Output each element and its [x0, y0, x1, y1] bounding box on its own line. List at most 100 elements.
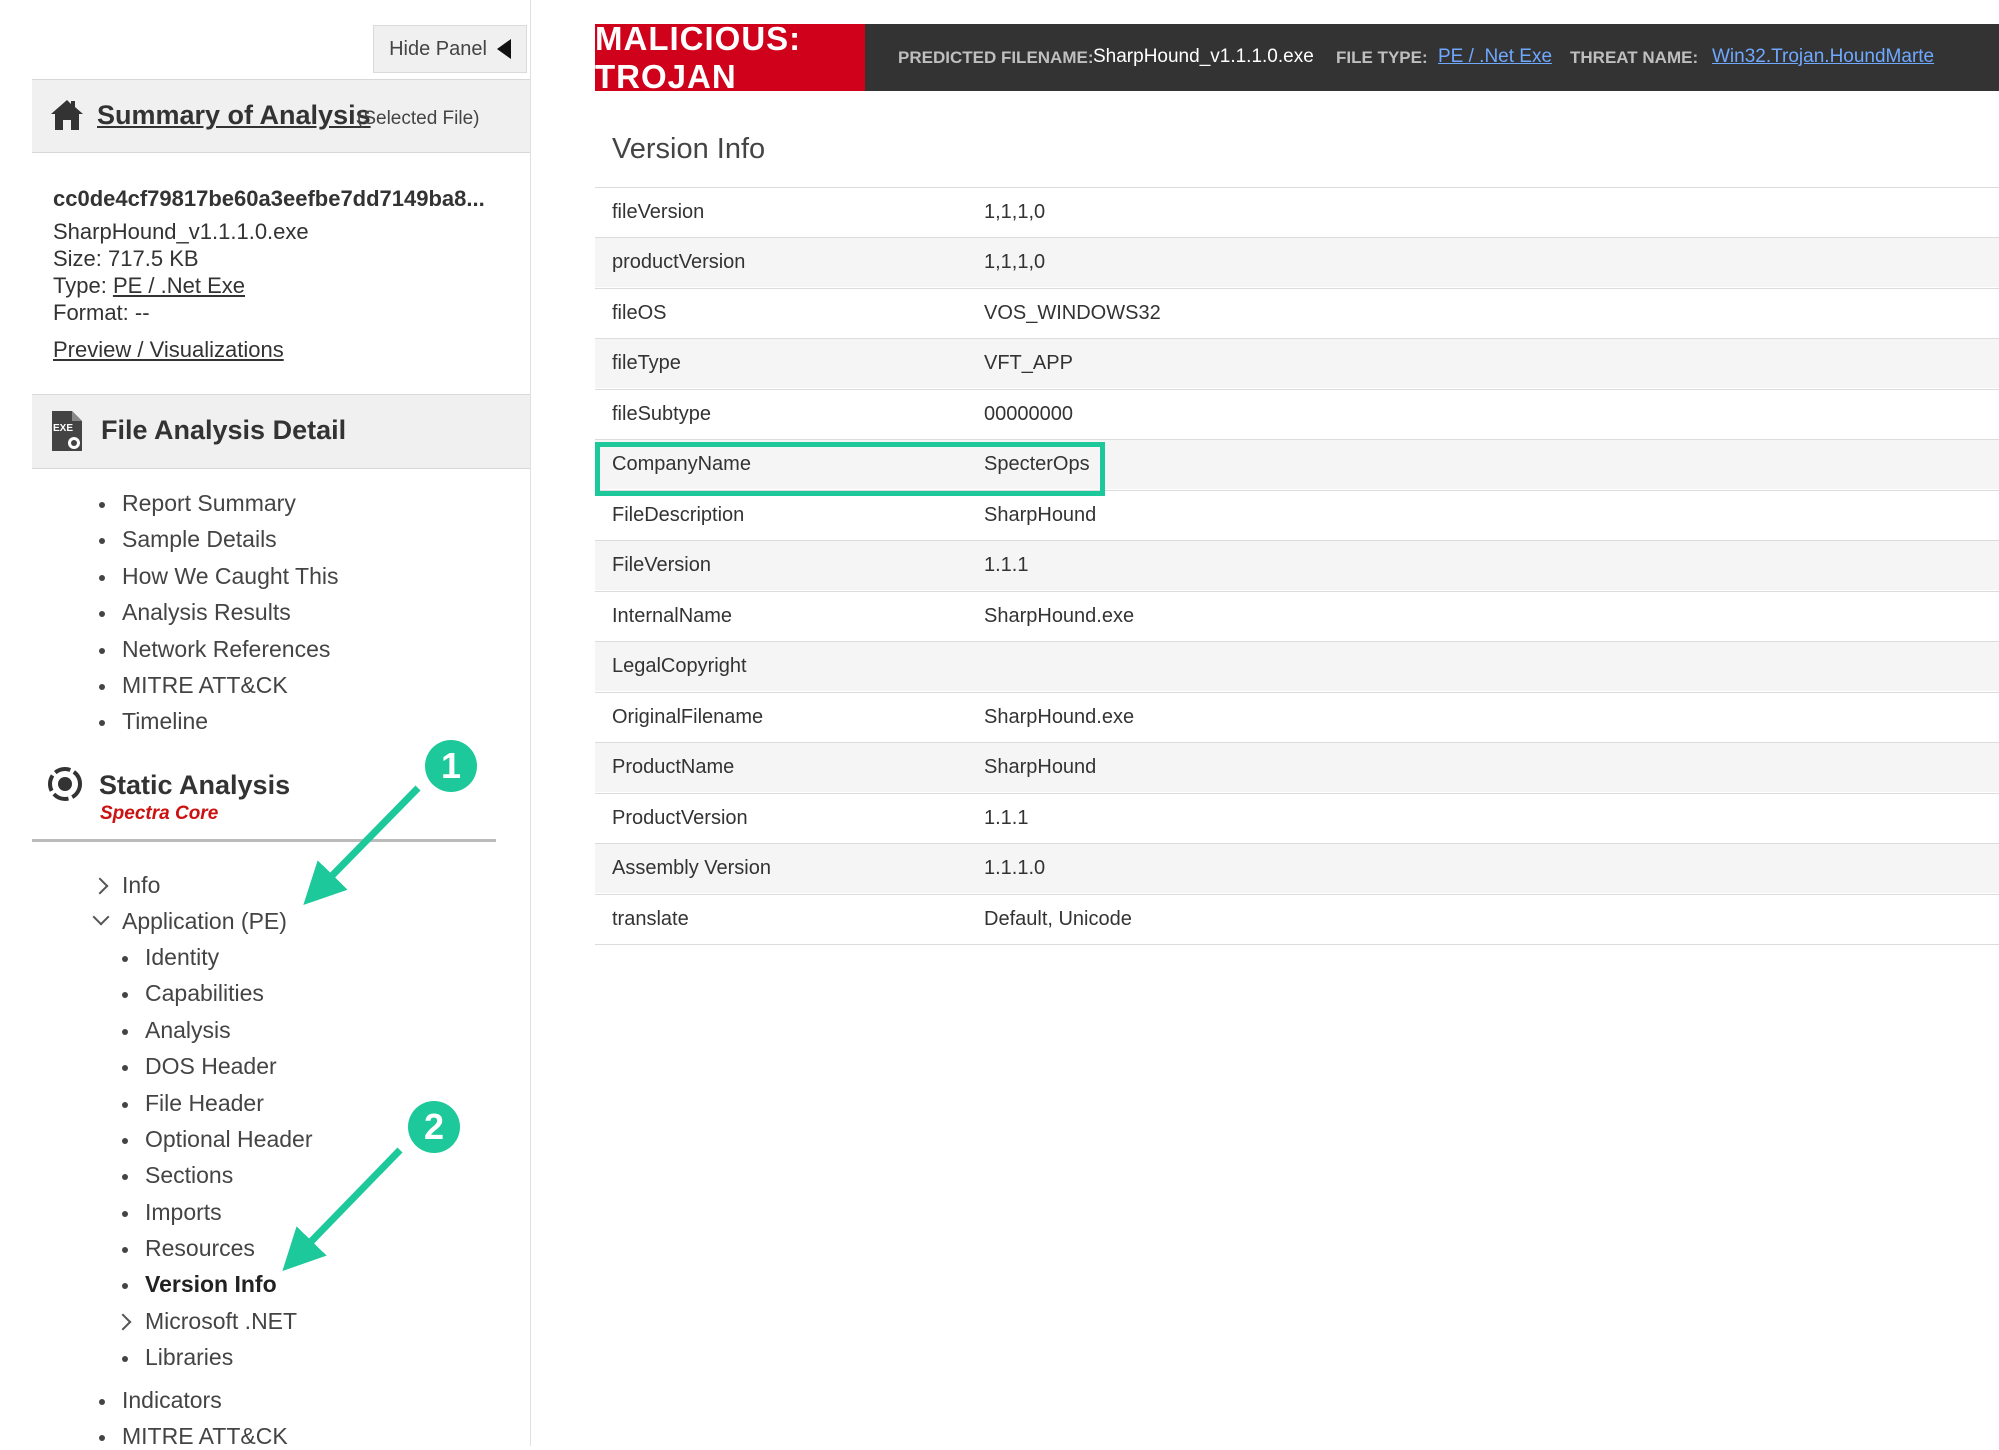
- format-value: --: [134, 300, 150, 325]
- file-type: Type: PE / .Net Exe: [53, 273, 245, 299]
- version-info-title: Version Info: [612, 133, 766, 165]
- row-value: SharpHound: [984, 504, 1097, 526]
- nav-sample-details[interactable]: Sample Details: [99, 526, 277, 552]
- nav-application-pe[interactable]: Application (PE): [92, 908, 354, 938]
- target-icon: [48, 767, 82, 801]
- row-key: OriginalFilename: [612, 706, 764, 728]
- nav-analysis[interactable]: Analysis: [122, 1017, 231, 1043]
- type-link[interactable]: PE / .Net Exe: [112, 273, 245, 298]
- chevron-down-icon: [92, 908, 110, 926]
- nav-info-label: Info: [122, 872, 161, 898]
- exe-icon-text: EXE: [53, 423, 74, 434]
- table-row: LegalCopyright: [595, 641, 1999, 691]
- static-divider: [32, 839, 496, 842]
- nav-resources[interactable]: Resources: [122, 1235, 255, 1261]
- threat-name-link[interactable]: Win32.Trojan.HoundMarte: [1712, 46, 1935, 67]
- row-key: fileVersion: [612, 201, 705, 223]
- step-2-badge: 2: [408, 1101, 460, 1153]
- nav-microsoft-dotnet-label: Microsoft .NET: [145, 1308, 298, 1334]
- row-key: ProductName: [612, 756, 735, 778]
- exe-file-icon: EXE: [50, 409, 84, 453]
- chevron-right-icon: [91, 877, 109, 895]
- row-key: fileSubtype: [612, 403, 711, 425]
- file-format: Format: --: [53, 300, 150, 326]
- nav-sections[interactable]: Sections: [121, 1162, 234, 1188]
- predicted-filename-value: SharpHound_v1.1.1.0.exe: [1093, 46, 1314, 67]
- file-type-link[interactable]: PE / .Net Exe: [1438, 46, 1553, 67]
- nav-info[interactable]: Info: [91, 872, 294, 902]
- table-row: FileDescription SharpHound: [595, 490, 1999, 540]
- nav-libraries[interactable]: Libraries: [121, 1344, 234, 1370]
- file-name: SharpHound_v1.1.1.0.exe: [53, 219, 309, 244]
- row-key: InternalName: [612, 605, 733, 627]
- malicious-badge: MALICIOUS: TROJAN: [595, 20, 865, 95]
- nav-mitre-attack-bottom[interactable]: MITRE ATT&CK: [99, 1423, 288, 1449]
- nav-mitre-attack[interactable]: MITRE ATT&CK: [99, 672, 288, 698]
- size-value: 717.5 KB: [108, 246, 199, 271]
- company-name-highlight: [595, 442, 1105, 496]
- table-row: fileVersion 1,1,1,0: [595, 187, 1999, 237]
- row-key: CompanyName: [612, 453, 751, 475]
- row-value: SharpHound: [984, 756, 1097, 778]
- preview-visualizations-link[interactable]: Preview / Visualizations: [53, 337, 284, 362]
- nav-optional-header[interactable]: Optional Header: [122, 1126, 313, 1152]
- nav-identity[interactable]: Identity: [121, 944, 220, 970]
- threat-name-label: THREAT NAME:: [1570, 48, 1699, 67]
- nav-report-summary[interactable]: Report Summary: [99, 490, 296, 516]
- summary-subtitle: (Selected File): [357, 108, 480, 129]
- table-row: fileType VFT_APP: [595, 338, 1999, 388]
- summary-header: Summary of Analysis (Selected File): [32, 79, 530, 153]
- spectra-core-label: Spectra Core: [100, 803, 219, 824]
- row-value: 1.1.1: [984, 554, 1029, 576]
- table-row: OriginalFilename SharpHound.exe: [595, 692, 1999, 742]
- row-key: ProductVersion: [612, 807, 748, 829]
- table-row: productVersion 1,1,1,0: [595, 237, 1999, 287]
- home-icon: [51, 100, 83, 130]
- nav-file-header[interactable]: File Header: [122, 1090, 264, 1116]
- type-label: Type:: [53, 273, 107, 298]
- row-key: LegalCopyright: [612, 655, 747, 677]
- row-value: 00000000: [984, 403, 1073, 425]
- nav-network-references[interactable]: Network References: [98, 636, 331, 662]
- nav-how-we-caught-this[interactable]: How We Caught This: [98, 563, 339, 589]
- row-value: SharpHound.exe: [984, 605, 1135, 627]
- nav-imports[interactable]: Imports: [122, 1199, 222, 1225]
- table-row: fileOS VOS_WINDOWS32: [595, 288, 1999, 338]
- row-key: Assembly Version: [612, 857, 771, 879]
- row-value: 1.1.1.0: [984, 857, 1046, 879]
- row-value: 1,1,1,0: [984, 251, 1046, 273]
- nav-version-info[interactable]: Version Info: [122, 1271, 277, 1297]
- nav-dos-header[interactable]: DOS Header: [122, 1053, 277, 1079]
- table-row: Assembly Version 1.1.1.0: [595, 843, 1999, 893]
- hide-panel-label: Hide Panel: [389, 37, 487, 60]
- table-row: fileSubtype 00000000: [595, 389, 1999, 439]
- nav-timeline[interactable]: Timeline: [98, 708, 209, 734]
- nav-capabilities[interactable]: Capabilities: [122, 980, 264, 1006]
- row-key: productVersion: [612, 251, 746, 273]
- hide-panel-button[interactable]: Hide Panel: [373, 25, 527, 73]
- chevron-right-icon: [114, 1313, 132, 1331]
- static-analysis-title: Static Analysis: [99, 770, 291, 800]
- row-value: 1.1.1: [984, 807, 1029, 829]
- nav-application-pe-label: Application (PE): [122, 908, 287, 934]
- table-row: ProductVersion 1.1.1: [595, 793, 1999, 843]
- row-value: SpecterOps: [984, 453, 1090, 475]
- table-row: translate Default, Unicode: [595, 894, 1999, 945]
- row-key: FileVersion: [612, 554, 711, 576]
- row-key: translate: [612, 908, 689, 930]
- row-value: Default, Unicode: [984, 908, 1132, 930]
- row-key: FileDescription: [612, 504, 745, 526]
- row-key: fileType: [612, 352, 681, 374]
- nav-indicators[interactable]: Indicators: [99, 1387, 222, 1413]
- row-key: fileOS: [612, 302, 667, 324]
- format-label: Format:: [53, 300, 129, 325]
- nav-microsoft-dotnet[interactable]: Microsoft .NET: [114, 1308, 367, 1338]
- row-value: 1,1,1,0: [984, 201, 1046, 223]
- file-analysis-header: EXE File Analysis Detail: [32, 394, 530, 469]
- row-value: VOS_WINDOWS32: [984, 302, 1161, 324]
- row-value: SharpHound.exe: [984, 706, 1135, 728]
- summary-title-link[interactable]: Summary of Analysis: [97, 100, 371, 130]
- nav-analysis-results[interactable]: Analysis Results: [99, 599, 291, 625]
- table-row-company-name: CompanyName SpecterOps: [595, 439, 1999, 489]
- file-type-label: FILE TYPE:: [1336, 48, 1428, 67]
